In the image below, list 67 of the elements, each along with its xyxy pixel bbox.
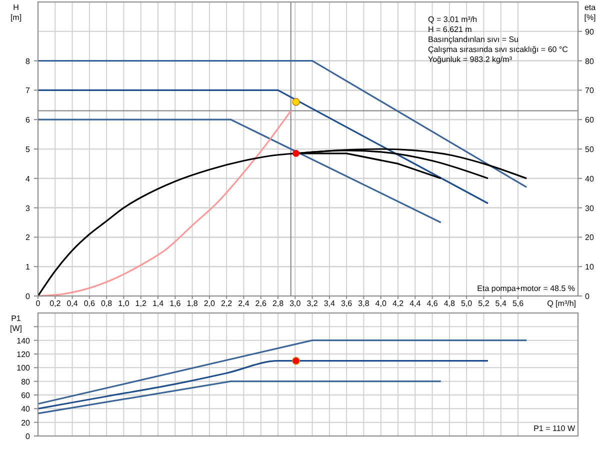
y2-tick-label: 70 — [585, 86, 594, 96]
y2-tick-label: 0 — [585, 292, 590, 301]
x-tick-label: 2,6 — [255, 299, 267, 308]
annotation: Basınçlandınlan sıvı = Su — [428, 35, 518, 44]
x-tick-label: 1,0 — [118, 299, 130, 308]
x-tick-label: 2,2 — [221, 299, 233, 308]
y-tick-label: 4 — [26, 174, 31, 184]
annotation: H = 6.621 m — [428, 25, 472, 34]
x-tick-label: 0,8 — [101, 299, 113, 308]
x-tick-label: 2,8 — [272, 299, 284, 308]
y2-tick-label: 40 — [585, 174, 594, 184]
y2-tick-label: 20 — [585, 233, 594, 242]
y2-tick-label: 30 — [585, 204, 594, 213]
y-tick-label: 6 — [26, 116, 31, 125]
x-axis-title: Q [m³/h] — [547, 299, 576, 308]
x-tick-label: 1,4 — [152, 299, 164, 308]
y2-tick-label: 60 — [585, 116, 594, 125]
x-tick-label: 4,6 — [426, 299, 438, 308]
annotation: Çalışma sırasında sıvı sıcaklığı = 60 °C — [428, 45, 568, 54]
x-tick-label: 2,4 — [238, 299, 250, 308]
y-tick-label: 0 — [26, 432, 31, 441]
annotation: Eta pompa+motor = 48.5 % — [477, 284, 575, 293]
y2-axis-title: eta [%] — [584, 3, 596, 22]
annotation: P1 = 110 W — [534, 424, 576, 433]
x-tick-label: 5,6 — [512, 299, 524, 308]
annotation: Q = 3.01 m³/h — [428, 15, 478, 24]
y-tick-label: 20 — [21, 418, 31, 428]
x-tick-label: 3,4 — [324, 299, 336, 308]
y-tick-label: 1 — [26, 262, 31, 272]
x-tick-label: 4,0 — [375, 299, 387, 308]
x-tick-label: 3,0 — [290, 299, 302, 308]
y-tick-label: 40 — [21, 404, 31, 414]
y-tick-label: 100 — [16, 364, 31, 373]
y-tick-label: 140 — [16, 336, 31, 346]
x-tick-label: 2,0 — [204, 299, 216, 308]
y2-tick-label: 90 — [585, 27, 594, 36]
annotation: Yoğunluk = 983.2 kg/m³ — [428, 55, 512, 64]
x-tick-label: 4,8 — [444, 299, 456, 308]
x-tick-label: 4,2 — [392, 299, 404, 308]
y2-tick-label: 80 — [585, 56, 594, 66]
y-tick-label: 8 — [26, 56, 31, 66]
x-tick-label: 3,8 — [358, 299, 370, 308]
y2-tick-label: 10 — [585, 262, 594, 272]
x-tick-label: 1,6 — [170, 299, 182, 308]
x-tick-label: 1,8 — [186, 299, 198, 308]
x-tick-label: 5,2 — [478, 299, 490, 308]
y-tick-label: 80 — [21, 377, 31, 386]
y-tick-label: 7 — [26, 86, 31, 96]
x-tick-label: 0,4 — [66, 299, 78, 308]
x-tick-label: 0,6 — [84, 299, 96, 308]
x-tick-label: 1,2 — [135, 299, 147, 308]
y-tick-label: 60 — [21, 391, 31, 400]
x-tick-label: 3,6 — [341, 299, 353, 308]
y-tick-label: 0 — [26, 292, 31, 301]
x-tick-label: 5,0 — [461, 299, 473, 308]
y-tick-label: 3 — [26, 204, 31, 213]
y-axis-title: P1 [W] — [10, 314, 22, 333]
y-axis-title: H [m] — [10, 3, 22, 22]
y-tick-label: 5 — [26, 145, 31, 154]
x-tick-label: 5,4 — [495, 299, 507, 308]
y2-tick-label: 50 — [585, 145, 594, 154]
x-tick-label: 3,2 — [306, 299, 318, 308]
y-tick-label: 2 — [26, 233, 31, 242]
x-tick-label: 0,2 — [50, 299, 62, 308]
x-tick-label: 0 — [36, 299, 41, 308]
y-tick-label: 120 — [16, 350, 31, 359]
x-tick-label: 4,4 — [410, 299, 422, 308]
